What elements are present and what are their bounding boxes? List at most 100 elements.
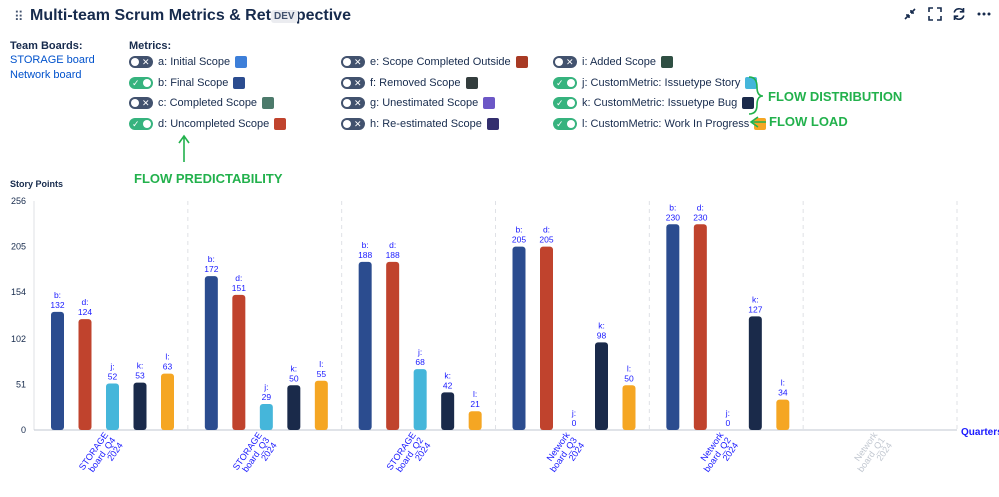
metric-label: g: Unestimated Scope bbox=[370, 97, 479, 109]
metric-label: f: Removed Scope bbox=[370, 77, 461, 89]
bar-b[interactable] bbox=[512, 246, 526, 430]
bar-label-value: 188 bbox=[358, 250, 372, 260]
toggle-on-icon[interactable]: ✓ bbox=[129, 118, 153, 130]
bar-l[interactable] bbox=[161, 373, 174, 430]
more-icon[interactable] bbox=[975, 6, 993, 24]
metric-color-swatch bbox=[465, 77, 478, 89]
toggle-on-icon[interactable]: ✓ bbox=[553, 118, 577, 130]
metric-color-swatch bbox=[745, 77, 758, 89]
toggle-off-icon[interactable]: ✕ bbox=[129, 56, 153, 68]
metric-toggle-i[interactable]: ✕ i: Added Scope bbox=[553, 54, 674, 70]
bar-j[interactable] bbox=[106, 383, 119, 430]
annotation-flow-load: FLOW LOAD bbox=[769, 114, 848, 129]
bar-label-key: j: bbox=[571, 408, 576, 418]
bar-k[interactable] bbox=[595, 342, 608, 430]
toggle-off-icon[interactable]: ✕ bbox=[129, 97, 153, 109]
metric-toggle-h[interactable]: ✕ h: Re-estimated Scope bbox=[341, 116, 499, 132]
toggle-on-icon[interactable]: ✓ bbox=[129, 77, 153, 89]
toggle-on-icon[interactable]: ✓ bbox=[553, 97, 577, 109]
team-board-link-network[interactable]: Network board bbox=[10, 69, 82, 81]
bar-d[interactable] bbox=[232, 294, 246, 430]
bar-label-key: k: bbox=[598, 320, 605, 330]
bar-b[interactable] bbox=[358, 261, 372, 430]
bar-k[interactable] bbox=[133, 382, 147, 430]
bar-label-value: 63 bbox=[163, 362, 173, 372]
fullscreen-icon[interactable] bbox=[926, 6, 944, 24]
metric-color-swatch bbox=[486, 118, 499, 130]
bar-d[interactable] bbox=[540, 246, 553, 430]
metric-toggle-a[interactable]: ✕ a: Initial Scope bbox=[129, 54, 248, 70]
metric-toggle-d[interactable]: ✓ d: Uncompleted Scope bbox=[129, 116, 287, 132]
toggle-off-icon[interactable]: ✕ bbox=[341, 97, 365, 109]
collapse-icon[interactable] bbox=[901, 6, 919, 24]
toggle-off-icon[interactable]: ✕ bbox=[341, 77, 365, 89]
check-icon: ✓ bbox=[132, 119, 140, 129]
bar-label-key: b: bbox=[208, 254, 215, 264]
bar-label-key: d: bbox=[389, 240, 396, 250]
bar-l[interactable] bbox=[468, 411, 482, 430]
metric-toggle-k[interactable]: ✓ k: CustomMetric: Issuetype Bug bbox=[553, 95, 755, 111]
bar-j[interactable] bbox=[413, 369, 427, 430]
drag-handle-icon[interactable]: ⠿ bbox=[14, 9, 23, 24]
toggle-knob bbox=[343, 58, 351, 66]
toggle-off-icon[interactable]: ✕ bbox=[553, 56, 577, 68]
bar-label-key: l: bbox=[473, 389, 477, 399]
check-icon: ✓ bbox=[132, 78, 140, 88]
metric-color-swatch bbox=[235, 56, 248, 68]
bar-l[interactable] bbox=[314, 380, 328, 430]
bar-k[interactable] bbox=[441, 392, 455, 430]
bar-b[interactable] bbox=[204, 276, 218, 430]
bar-label-key: j: bbox=[417, 347, 422, 357]
bar-l[interactable] bbox=[622, 385, 636, 430]
bar-k[interactable] bbox=[287, 385, 301, 430]
y-tick-label: 256 bbox=[11, 196, 26, 206]
bar-b[interactable] bbox=[666, 224, 680, 430]
bar-d[interactable] bbox=[386, 261, 400, 430]
metric-label: b: Final Scope bbox=[158, 77, 229, 89]
bar-label-key: k: bbox=[137, 361, 144, 371]
bar-label-key: k: bbox=[444, 370, 451, 380]
toggle-off-icon[interactable]: ✕ bbox=[341, 118, 365, 130]
toggle-knob bbox=[567, 99, 575, 107]
bar-label-key: j: bbox=[725, 408, 730, 418]
team-board-link-storage[interactable]: STORAGE board bbox=[10, 54, 95, 66]
metric-toggle-b[interactable]: ✓ b: Final Scope bbox=[129, 75, 246, 91]
metric-toggle-c[interactable]: ✕ c: Completed Scope bbox=[129, 95, 275, 111]
metric-toggle-e[interactable]: ✕ e: Scope Completed Outside bbox=[341, 54, 528, 70]
bar-label-value: 98 bbox=[597, 330, 607, 340]
bar-j[interactable] bbox=[259, 404, 273, 430]
bar-label-value: 0 bbox=[725, 418, 730, 428]
metrics-label: Metrics: bbox=[129, 40, 172, 52]
bar-label-value: 34 bbox=[778, 388, 788, 398]
toggle-knob bbox=[567, 120, 575, 128]
bar-k[interactable] bbox=[748, 316, 762, 430]
bar-label-key: b: bbox=[669, 202, 676, 212]
toggle-off-icon[interactable]: ✕ bbox=[341, 56, 365, 68]
bar-label-value: 29 bbox=[262, 392, 272, 402]
bar-label-key: k: bbox=[752, 294, 759, 304]
toggle-knob bbox=[343, 79, 351, 87]
bar-label-value: 53 bbox=[135, 371, 145, 381]
y-tick-label: 154 bbox=[11, 287, 26, 297]
bar-label-value: 151 bbox=[232, 283, 246, 293]
metric-toggle-j[interactable]: ✓ j: CustomMetric: Issuetype Story bbox=[553, 75, 758, 91]
metric-toggle-l[interactable]: ✓ l: CustomMetric: Work In Progress bbox=[553, 116, 767, 132]
bar-b[interactable] bbox=[51, 311, 64, 430]
chart-grid: 0 51 102 154 205 256 bbox=[11, 196, 958, 435]
metric-toggle-f[interactable]: ✕ f: Removed Scope bbox=[341, 75, 478, 91]
env-badge: DEV bbox=[271, 10, 298, 23]
toggle-on-icon[interactable]: ✓ bbox=[553, 77, 577, 89]
toggle-knob bbox=[567, 79, 575, 87]
bar-d[interactable] bbox=[78, 319, 92, 430]
y-tick-label: 0 bbox=[21, 425, 26, 435]
predictability-arrow-icon bbox=[178, 134, 190, 162]
bar-label-key: d: bbox=[81, 297, 88, 307]
bar-l[interactable] bbox=[776, 399, 790, 430]
metric-toggle-g[interactable]: ✕ g: Unestimated Scope bbox=[341, 95, 496, 111]
bar-d[interactable] bbox=[693, 224, 707, 430]
y-tick-label: 205 bbox=[11, 242, 26, 252]
bar-label-key: l: bbox=[781, 378, 785, 388]
refresh-icon[interactable] bbox=[950, 6, 968, 24]
metric-label: e: Scope Completed Outside bbox=[370, 56, 511, 68]
